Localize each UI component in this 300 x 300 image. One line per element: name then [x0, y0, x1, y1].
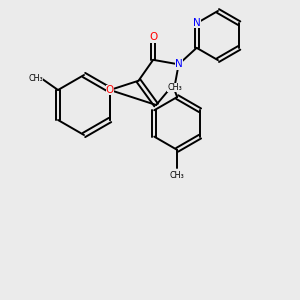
Text: O: O — [106, 85, 114, 95]
Text: N: N — [193, 18, 200, 28]
Text: CH₃: CH₃ — [28, 74, 43, 83]
Text: CH₃: CH₃ — [170, 171, 184, 180]
Text: O: O — [149, 32, 157, 42]
Text: CH₃: CH₃ — [168, 83, 182, 92]
Text: N: N — [175, 59, 182, 69]
